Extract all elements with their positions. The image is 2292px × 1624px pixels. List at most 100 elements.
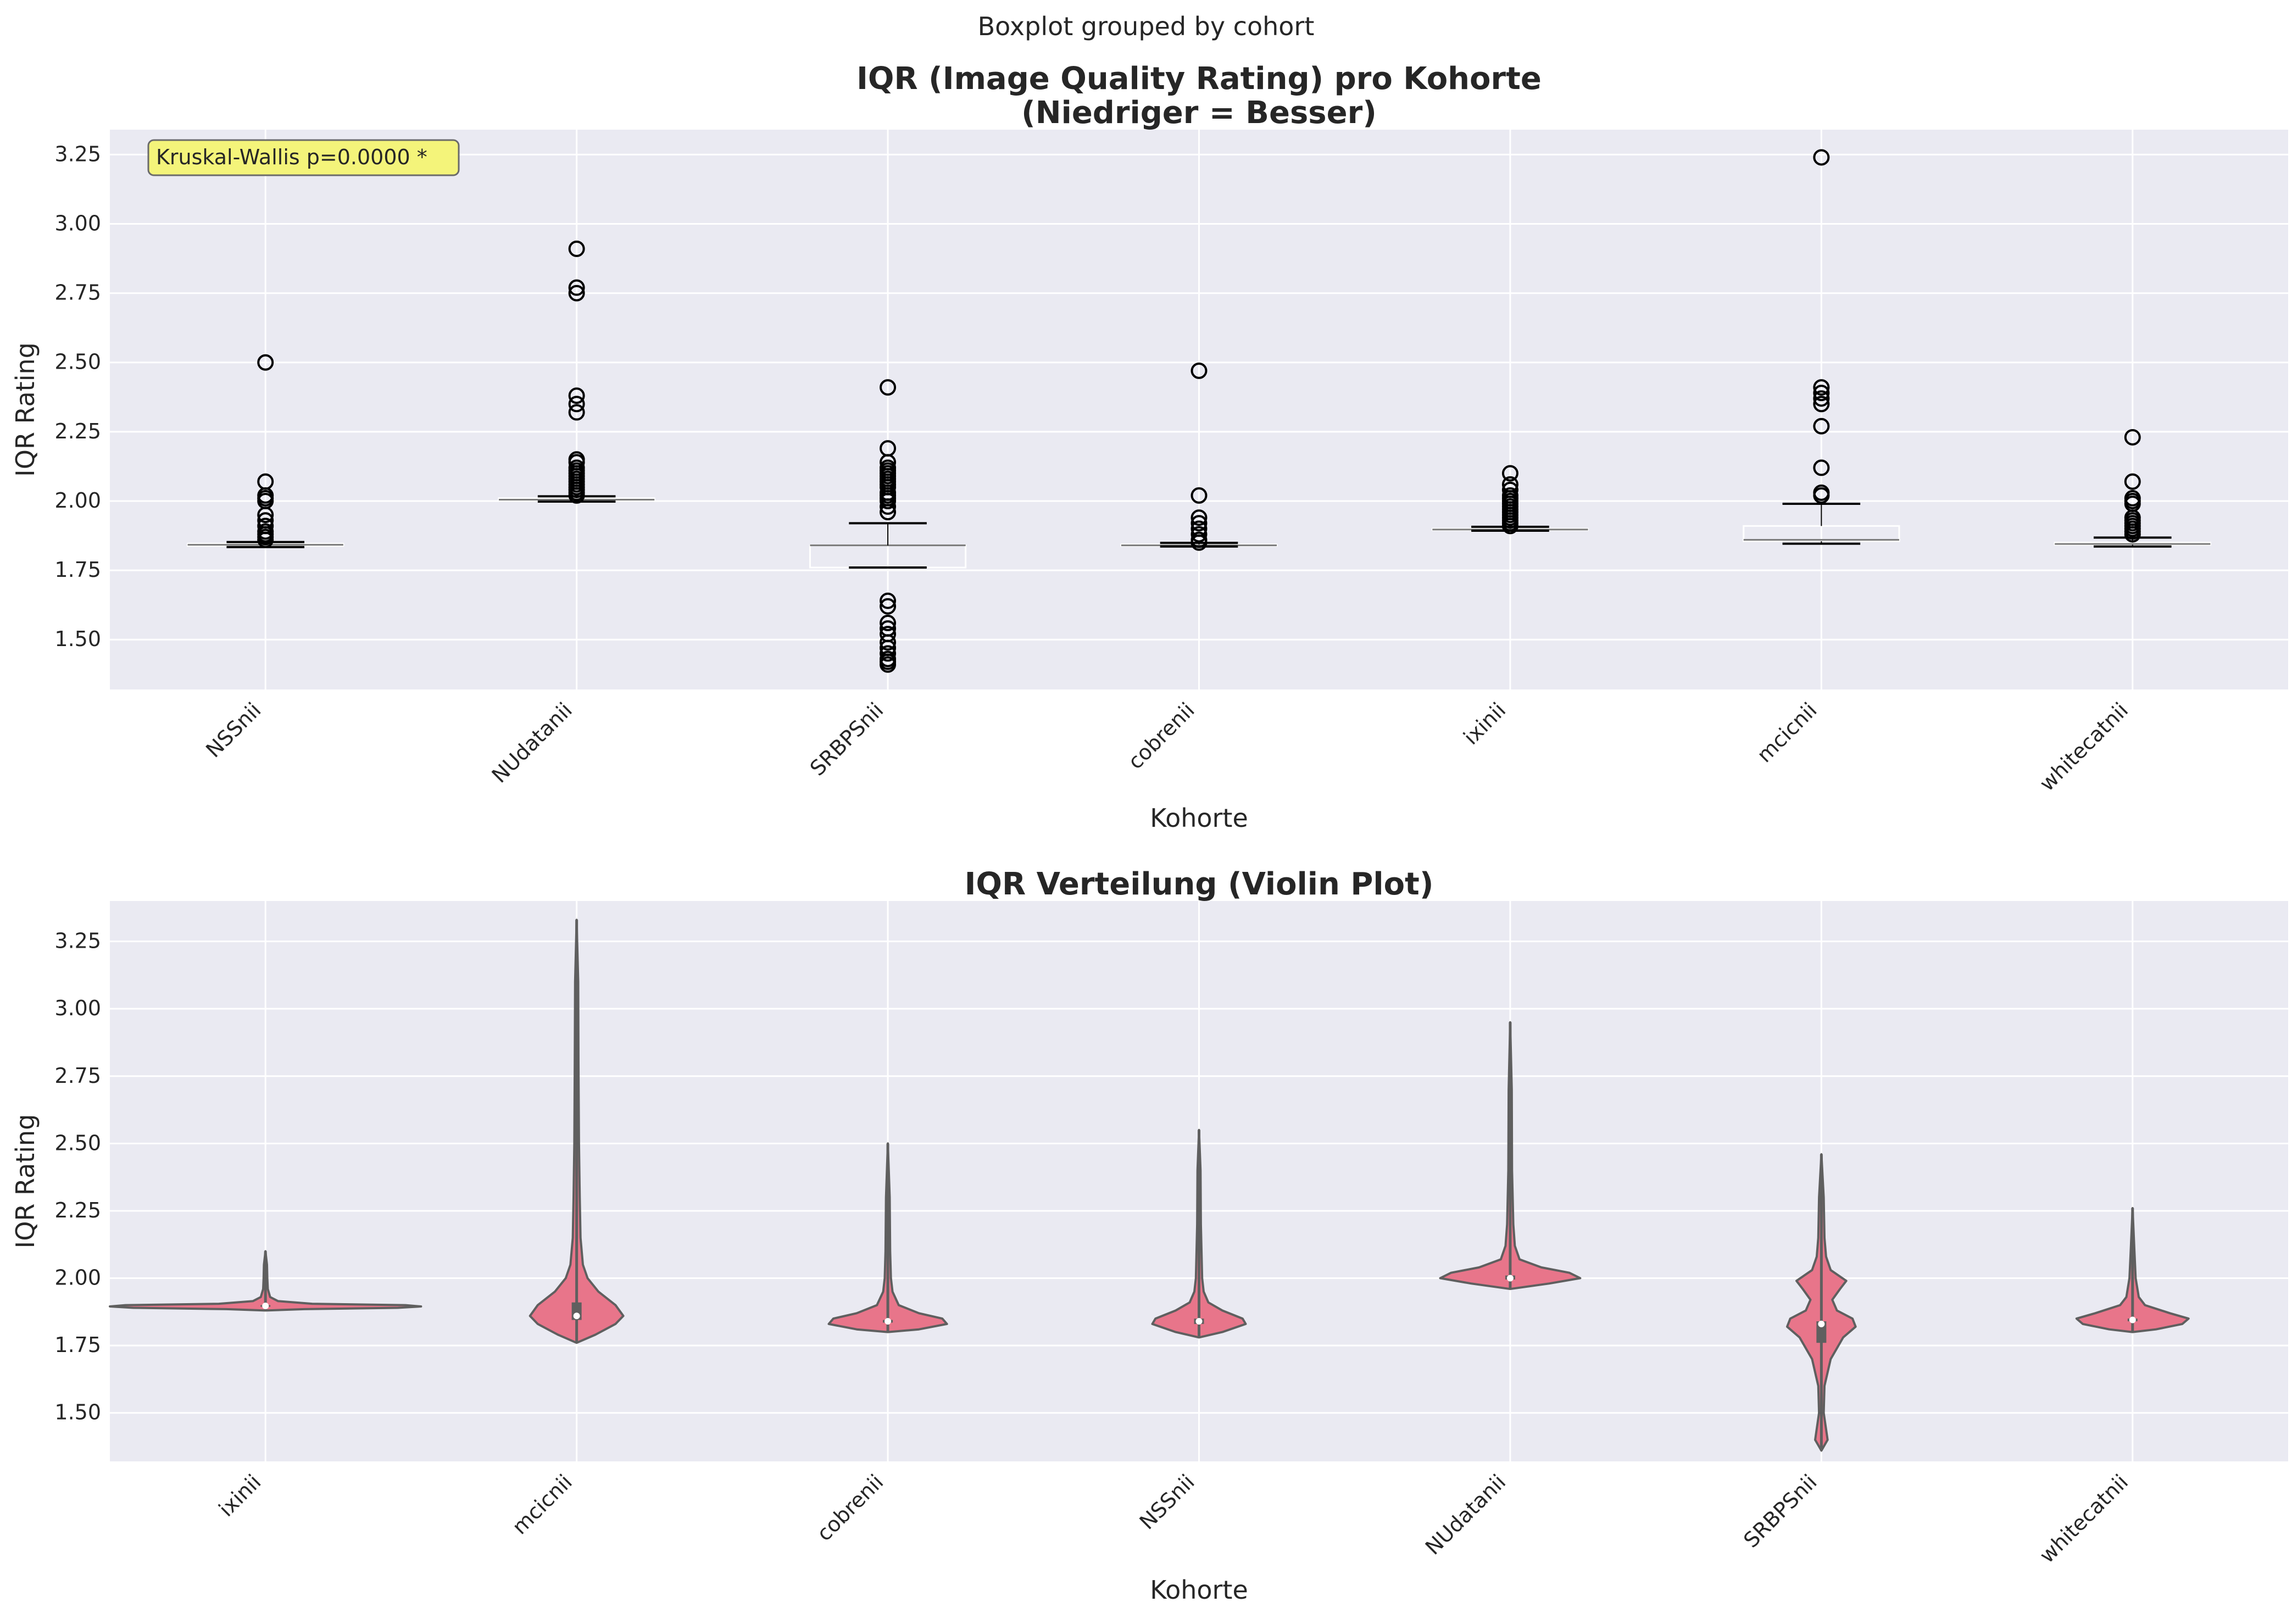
box-flier (880, 650, 897, 668)
box-flier (1813, 418, 1830, 435)
violin-SRBPSnii (1786, 1153, 1857, 1452)
box-flier (1501, 476, 1518, 493)
box-flier (1813, 396, 1830, 413)
box-xtick-label: SRBPSnii (805, 698, 888, 781)
box-ylabel: IQR Rating (10, 342, 40, 477)
figure-suptitle: Boxplot grouped by cohort (978, 12, 1315, 41)
box-xlabel: Kohorte (1150, 803, 1248, 833)
box-flier (1813, 149, 1830, 166)
box-ytick-label: 1.50 (54, 627, 101, 651)
violin-cobrenii (827, 1142, 948, 1333)
box-flier (568, 404, 585, 421)
violin-ytick-label: 1.50 (54, 1400, 101, 1425)
box-flier (568, 240, 585, 257)
box-flier (568, 451, 585, 468)
box-flier (257, 518, 274, 535)
box-flier (1190, 487, 1208, 504)
box-flier (1190, 362, 1208, 379)
violin-ytick-label: 2.75 (54, 1064, 101, 1088)
violin-median-dot (1195, 1318, 1203, 1325)
box-flier (1190, 531, 1208, 548)
violin-ylabel: IQR Rating (10, 1114, 40, 1249)
violin-median-dot (1818, 1320, 1825, 1327)
boxplot-NSSnii (187, 354, 344, 548)
box-flier (880, 598, 897, 615)
violin-ytick-label: 3.25 (54, 929, 101, 953)
box-ytick-label: 3.25 (54, 142, 101, 166)
violin-ytick-label: 2.00 (54, 1266, 101, 1290)
boxplot-NUdatanii (498, 240, 655, 504)
box-flier (2124, 490, 2141, 507)
box-xtick-label: NUdatanii (487, 698, 577, 787)
box-flier (880, 440, 897, 457)
violin-xtick-label: NUdatanii (1421, 1470, 1510, 1559)
violin-ytick-label: 2.25 (54, 1198, 101, 1222)
box-title: (Niedriger = Besser) (1021, 95, 1377, 131)
box-flier (2124, 473, 2141, 490)
box-flier (880, 614, 897, 631)
violin-median-dot (1506, 1275, 1514, 1282)
box-ytick-label: 2.50 (54, 350, 101, 374)
violin-NSSnii (1151, 1128, 1247, 1339)
box-flier (1813, 385, 1830, 402)
violin-median-dot (262, 1303, 269, 1310)
box-flier (257, 523, 274, 540)
violin-median-dot (2129, 1316, 2136, 1323)
violin-median-dot (573, 1312, 580, 1320)
violin-median-dot (884, 1318, 892, 1325)
box-flier (880, 620, 897, 637)
violin-mcicnii (529, 919, 625, 1344)
violin-iqr-box (1816, 1321, 1827, 1343)
violin-xtick-label: whitecatnii (2035, 1470, 2133, 1567)
violin-xtick-label: mcicnii (508, 1470, 577, 1539)
boxplot-chart: 1.50 1.75 2.00 2.25 2.50 2.75 3.00 3.25 NSSnii NU… (10, 61, 2288, 833)
violin-whitecatnii (2075, 1207, 2190, 1333)
box-xtick-label: NSSnii (201, 698, 265, 762)
violin-chart: 1.50 1.75 2.00 2.25 2.50 2.75 3.00 3.25 ixinii mc… (10, 866, 2288, 1605)
box-flier (880, 379, 897, 396)
box-flier (1190, 509, 1208, 526)
boxplot-SRBPSnii (809, 379, 967, 673)
box-title: IQR (Image Quality Rating) pro Kohorte (856, 61, 1542, 97)
box-flier (1813, 484, 1830, 501)
violin-xtick-label: NSSnii (1135, 1470, 1199, 1534)
violin-ytick-label: 1.75 (54, 1333, 101, 1357)
box-flier (568, 396, 585, 413)
box-flier (568, 279, 585, 296)
box-xtick-label: whitecatnii (2035, 698, 2133, 796)
box-flier (1501, 481, 1518, 498)
box-flier (568, 459, 585, 476)
boxplot-cobrenii (1120, 362, 1278, 551)
box-xtick-label: ixinii (1459, 698, 1510, 749)
box-ytick-label: 2.25 (54, 419, 101, 443)
boxplot-mcicnii (1743, 149, 1900, 545)
box-flier (257, 512, 274, 529)
box-flier (1190, 526, 1208, 543)
box-flier (880, 626, 897, 643)
box-flier (257, 354, 274, 371)
boxplot-whitecatnii (2054, 429, 2211, 548)
box-flier (568, 387, 585, 404)
box-flier (1190, 515, 1208, 532)
stat-annotation-box (147, 139, 460, 176)
box-flier (1813, 379, 1830, 396)
stat-annotation-text: Kruskal-Wallis p=0.0000 * (156, 145, 427, 169)
box-xtick-label: cobrenii (1123, 698, 1199, 774)
box-xtick-label: mcicnii (1752, 698, 1821, 767)
violin-xtick-label: cobrenii (812, 1470, 888, 1545)
violin-NUdatanii (1439, 1021, 1582, 1291)
box-flier (1501, 487, 1518, 504)
box-flier (1813, 459, 1830, 476)
box-flier (880, 459, 897, 476)
box-flier (880, 592, 897, 609)
box-ytick-label: 1.75 (54, 558, 101, 582)
box-flier (2124, 429, 2141, 446)
box-flier (1190, 520, 1208, 537)
box-flier (880, 645, 897, 662)
box-ytick-label: 2.75 (54, 281, 101, 305)
box-flier (1813, 390, 1830, 407)
box-flier (568, 285, 585, 302)
violin-title: IQR Verteilung (Violin Plot) (965, 866, 1434, 902)
